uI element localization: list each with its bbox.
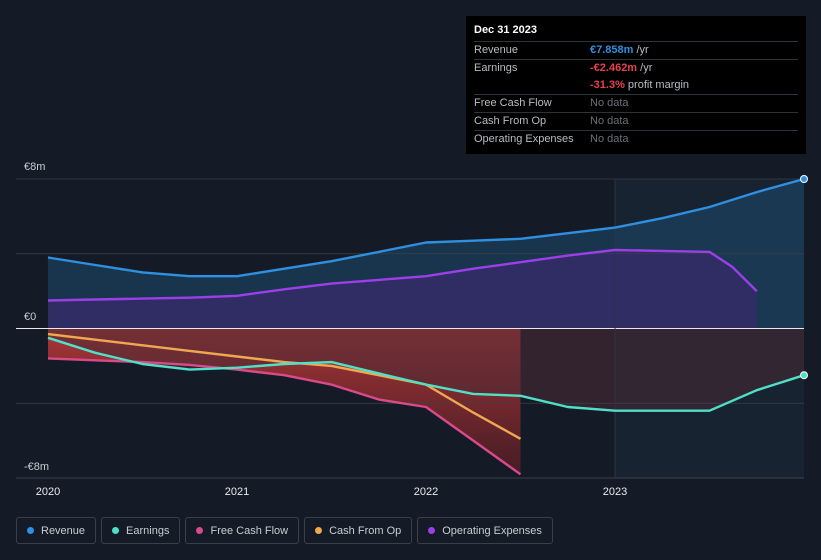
tooltip-row-cfo: Cash From Op No data [474,112,798,130]
x-tick-2023: 2023 [603,486,627,498]
cash-from-op-line [47,332,522,440]
legend-earnings[interactable]: Earnings [101,517,181,544]
tooltip: Dec 31 2023 Revenue €7.858m /yr Earnings… [466,16,806,154]
x-tick-2021: 2021 [225,486,249,498]
y-label-zero: €0 [24,311,36,323]
cash-from-op-dot-icon [315,527,323,534]
free-cash-flow-line [47,357,522,476]
operating-expenses-area [48,250,757,329]
tooltip-row-margin: -31.3% profit margin [590,79,690,91]
tooltip-row-opex: Operating Expenses No data [474,130,798,148]
y-label-bottom: -€8m [24,461,49,473]
tooltip-date: Dec 31 2023 [474,24,537,36]
revenue-end-point [800,175,808,183]
legend-free-cash-flow[interactable]: Free Cash Flow [185,517,300,544]
legend-operating-expenses[interactable]: Operating Expenses [417,517,553,544]
revenue-line [47,177,805,278]
legend-cash-from-op[interactable]: Cash From Op [304,517,413,544]
tooltip-row-fcf: Free Cash Flow No data [474,94,798,112]
legend: Revenue Earnings Free Cash Flow Cash Fro… [16,517,553,546]
free-cash-flow-dot-icon [196,527,204,534]
earnings-end-point [800,371,808,380]
tooltip-row-earnings: Earnings -€2.462m /yr [474,59,798,77]
operating-expenses-dot-icon [428,527,436,534]
earnings-dot-icon [112,527,120,534]
revenue-dot-icon [27,527,34,534]
tooltip-row-revenue: Revenue €7.858m /yr [474,41,798,59]
legend-revenue[interactable]: Revenue [16,517,97,544]
earnings-line [47,336,805,412]
x-tick-2022: 2022 [414,486,438,498]
x-tick-2020: 2020 [36,486,60,498]
operating-expenses-line [47,248,758,302]
y-label-top: €8m [24,161,45,173]
